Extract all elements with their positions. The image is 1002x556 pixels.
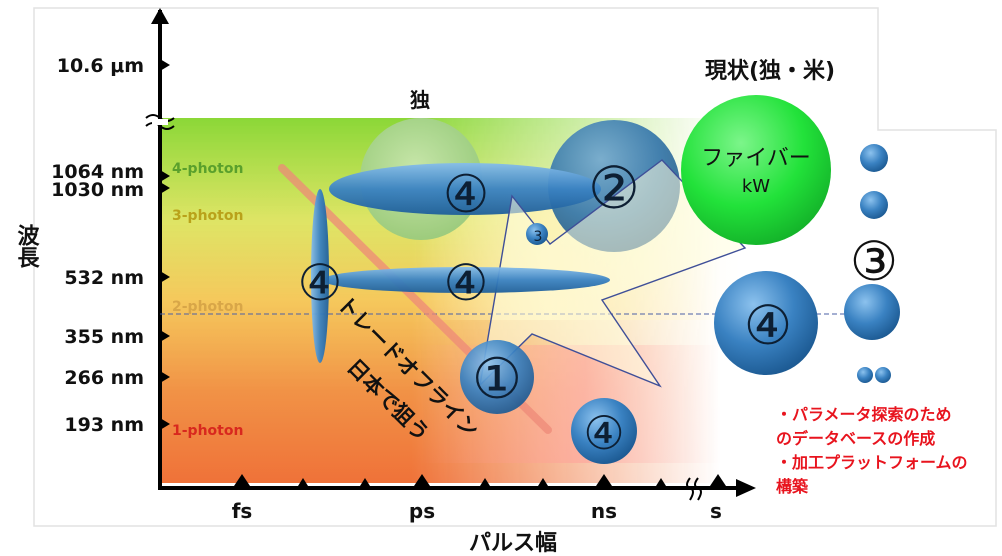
bubble-1 <box>460 340 534 414</box>
red-notes: ・パラメータ探索のため のデータベースの作成 ・加工プラットフォームの 構築 <box>776 405 968 496</box>
y-tick-label: 355 nm <box>64 326 144 348</box>
y-tick-marker <box>160 59 170 71</box>
bubble-col <box>857 367 873 383</box>
x-tick-markers <box>234 474 726 486</box>
x-tick-label: ns <box>591 499 617 523</box>
y-tick-marker <box>160 170 170 182</box>
photon-label: 4-photon <box>172 161 243 177</box>
photon-label: 1-photon <box>172 423 243 439</box>
current-status-label: 現状(独・米) <box>705 59 835 84</box>
y-tick-label: 532 nm <box>64 267 144 289</box>
frame-outline <box>33 7 997 527</box>
bubble-right-4 <box>714 271 818 375</box>
bubble-1-label: ① <box>472 347 522 412</box>
bubble-2-label: ② <box>588 154 640 222</box>
fiber-label: ファイバー <box>701 146 811 171</box>
x-axis-title: パルス幅 <box>469 531 557 556</box>
x-tick-label: s <box>710 499 722 523</box>
x-tick-marker <box>360 478 370 486</box>
x-axis-arrow <box>736 479 756 497</box>
bubble-ns-4-label: ④ <box>583 406 624 460</box>
bubble-col <box>844 284 900 340</box>
ellipse-vertical-label: ④ <box>298 254 343 312</box>
bubble-right-4-label: ④ <box>744 294 792 357</box>
y-tick-marker <box>160 271 170 283</box>
y-tick-label: 266 nm <box>64 367 144 389</box>
x-tick-marker <box>596 474 612 486</box>
note-line: ・加工プラットフォームの <box>776 453 968 472</box>
y-tick-label: 1064 nm <box>51 161 144 183</box>
note-line: ・パラメータ探索のため <box>776 405 952 424</box>
x-axis-break <box>686 477 702 501</box>
bubble-column-3 <box>844 144 900 383</box>
y-tick-markers <box>160 59 170 430</box>
y-tick-marker <box>160 371 170 383</box>
bubble-col <box>860 191 888 219</box>
bubble-col <box>875 367 891 383</box>
ellipse-vertical <box>311 189 329 363</box>
ellipse-532-label: ④ <box>444 254 489 312</box>
x-tick-marker <box>414 474 430 486</box>
x-tick-marker <box>710 474 726 486</box>
y-tick-marker <box>160 418 170 430</box>
x-tick-marker <box>656 478 666 486</box>
note-line: のデータベースの作成 <box>776 429 935 448</box>
bubble-small-3-label: 3 <box>534 229 543 245</box>
y-tick-label: 10.6 μm <box>57 55 144 77</box>
x-tick-label: ps <box>409 499 435 523</box>
x-tick-marker <box>298 478 308 486</box>
y-axis-title: 波長 <box>14 224 40 269</box>
y-tick-marker <box>160 182 170 194</box>
bubble-col <box>860 144 888 172</box>
x-tick-label: fs <box>232 499 253 523</box>
photon-labels: 4-photon 3-photon 2-photon 1-photon <box>172 161 243 439</box>
y-tick-label: 193 nm <box>64 414 144 436</box>
photon-label: 2-photon <box>172 299 243 315</box>
y-axis-break <box>145 114 175 130</box>
bubble-col-3-label: ③ <box>850 230 898 293</box>
bubble-small-3 <box>526 223 548 245</box>
photon-label: 3-photon <box>172 208 243 224</box>
y-axis-arrow <box>151 8 169 24</box>
ellipse-1064-label: ④ <box>443 165 490 225</box>
x-tick-labels: fs ps ns s <box>232 499 722 523</box>
x-tick-marker <box>538 478 548 486</box>
germany-label: 独 <box>410 88 430 112</box>
note-line: 構築 <box>776 477 809 496</box>
bubble-ns-4 <box>571 398 637 464</box>
y-tick-labels: 10.6 μm 1064 nm 1030 nm 532 nm 355 nm 26… <box>51 55 144 436</box>
x-tick-marker <box>480 478 490 486</box>
ellipse-532 <box>322 267 610 293</box>
y-tick-marker <box>160 330 170 342</box>
ellipse-1064 <box>329 163 601 215</box>
fiber-bubble <box>681 95 831 245</box>
y-tick-label: 1030 nm <box>51 179 144 201</box>
fiber-sublabel: kW <box>742 176 770 197</box>
x-tick-marker <box>234 474 250 486</box>
